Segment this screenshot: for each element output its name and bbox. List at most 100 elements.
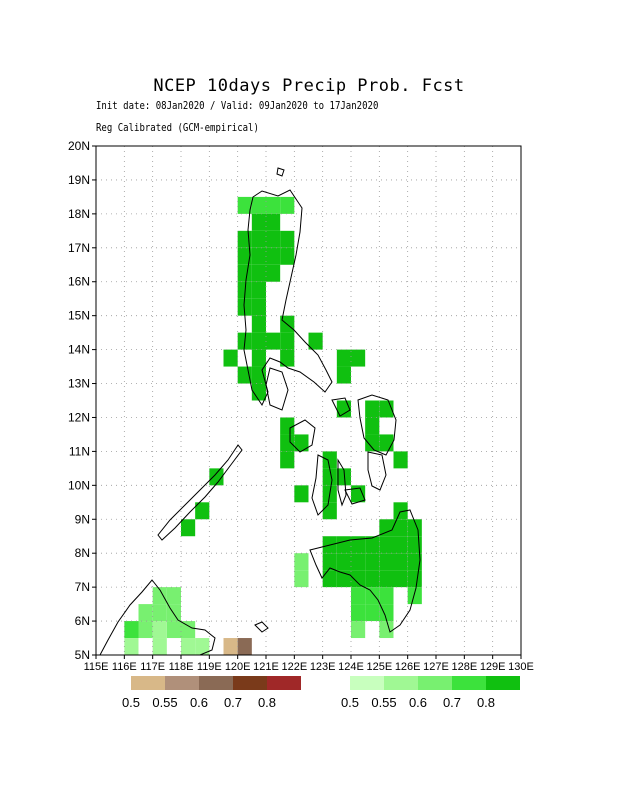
wet-cell [407,587,422,605]
wet-cell [280,349,295,367]
wet-cell [379,587,394,605]
wet-cell [294,485,309,503]
legend-dry-swatch [165,676,199,690]
wet-cell [393,536,408,554]
coastline-sulu [254,621,269,633]
wet-cell [251,349,266,367]
wet-cell [181,621,196,639]
lon-label: 117E [140,661,165,673]
coastline-leyte [367,451,387,491]
wet-cell [336,349,351,367]
wet-cell [152,587,167,605]
wet-cell [393,451,408,469]
lon-label: 124E [338,661,364,673]
lat-label: 8N [75,546,90,560]
wet-cell [166,587,181,605]
wet-cell [266,332,281,350]
wet-cell [365,587,380,605]
wet-cell [294,553,309,571]
wet-cell [393,519,408,537]
wet-cell [379,553,394,571]
lon-labels: 115E 116E 117E 118E 119E 120E 121E 122E 123E 124E… [84,655,534,673]
wet-cell [251,298,266,316]
legend-wet-swatch [418,676,452,690]
lon-label: 126E [395,661,421,673]
lat-labels: 5N 6N 7N 8N 9N 10N 11N 12N 13N 14N 15N 16N 17N 18N 19N… [68,139,96,662]
gridlines [96,146,521,655]
coastline-samar [357,394,397,456]
legend-wet-swatch [350,676,384,690]
wet-cell [365,553,380,571]
legend-wet-swatch [486,676,520,690]
map-frame [95,145,522,656]
wet-cell [251,247,266,265]
coastline-borneo [99,579,216,656]
wet-cell [195,638,210,655]
legend-wet-label: 0.55 [371,695,396,710]
wet-cell [365,434,380,452]
wet-cell [251,332,266,350]
wet-cell [266,213,281,231]
lon-label: 123E [310,661,336,673]
wet-cell [280,417,295,435]
wet-cell [351,536,366,554]
wet-cell [294,434,309,452]
lon-label: 122E [281,661,307,673]
wet-cell [351,349,366,367]
wet-cell [322,451,337,469]
wet-cell [336,468,351,486]
lat-label: 14N [68,343,90,357]
wet-cell [237,264,252,282]
wet-cell [124,638,139,655]
lat-label: 16N [68,275,90,289]
coastline-panay [289,419,316,453]
lat-label: 18N [68,207,90,221]
legend-dry-swatch [199,676,233,690]
wet-cell [181,638,196,655]
wet-cell [138,621,153,639]
coastline-bohol [344,487,366,505]
page-title: NCEP 10days Precip Prob. Fcst [153,76,465,96]
wet-cell [237,298,252,316]
wet-cell [351,485,366,503]
wet-cell [336,366,351,384]
legend-dry-label: 0.6 [190,695,208,710]
wet-cell [379,536,394,554]
wet-cell [351,604,366,622]
wet-cell [351,621,366,639]
wet-cell [280,451,295,469]
wet-cell [322,570,337,588]
lat-label: 7N [75,580,90,594]
lon-label: 120E [225,661,251,673]
wet-cell [280,196,295,214]
coastline-masbate [331,397,351,417]
wet-cell [266,264,281,282]
wet-cell [407,553,422,571]
legend-dry-label: 0.55 [152,695,177,710]
wet-cell [308,332,323,350]
coastline-cebu [337,458,347,507]
lat-label: 17N [68,241,90,255]
dry-cell [237,638,252,655]
dry-cell [223,638,238,655]
legend-dry-label: 0.7 [224,695,242,710]
legend-wet-label: 0.5 [341,695,359,710]
coastline-mindoro [265,367,289,411]
wet-cell [379,604,394,622]
legend-wet-label: 0.6 [409,695,427,710]
wet-cell [336,553,351,571]
legend-wet-label: 0.7 [443,695,461,710]
wet-cell [237,196,252,214]
lon-label: 115E [84,661,109,673]
wet-cell [266,247,281,265]
wet-cell [336,536,351,554]
date-subtitle: Init date: 08Jan2020 / Valid: 09Jan2020 … [96,99,379,112]
lon-label: 128E [451,661,477,673]
coastline-batanes [276,167,285,177]
lat-label: 20N [68,139,90,153]
wet-cell [251,264,266,282]
lat-label: 19N [68,173,90,187]
lon-label: 129E [480,661,506,673]
wet-cell [322,553,337,571]
